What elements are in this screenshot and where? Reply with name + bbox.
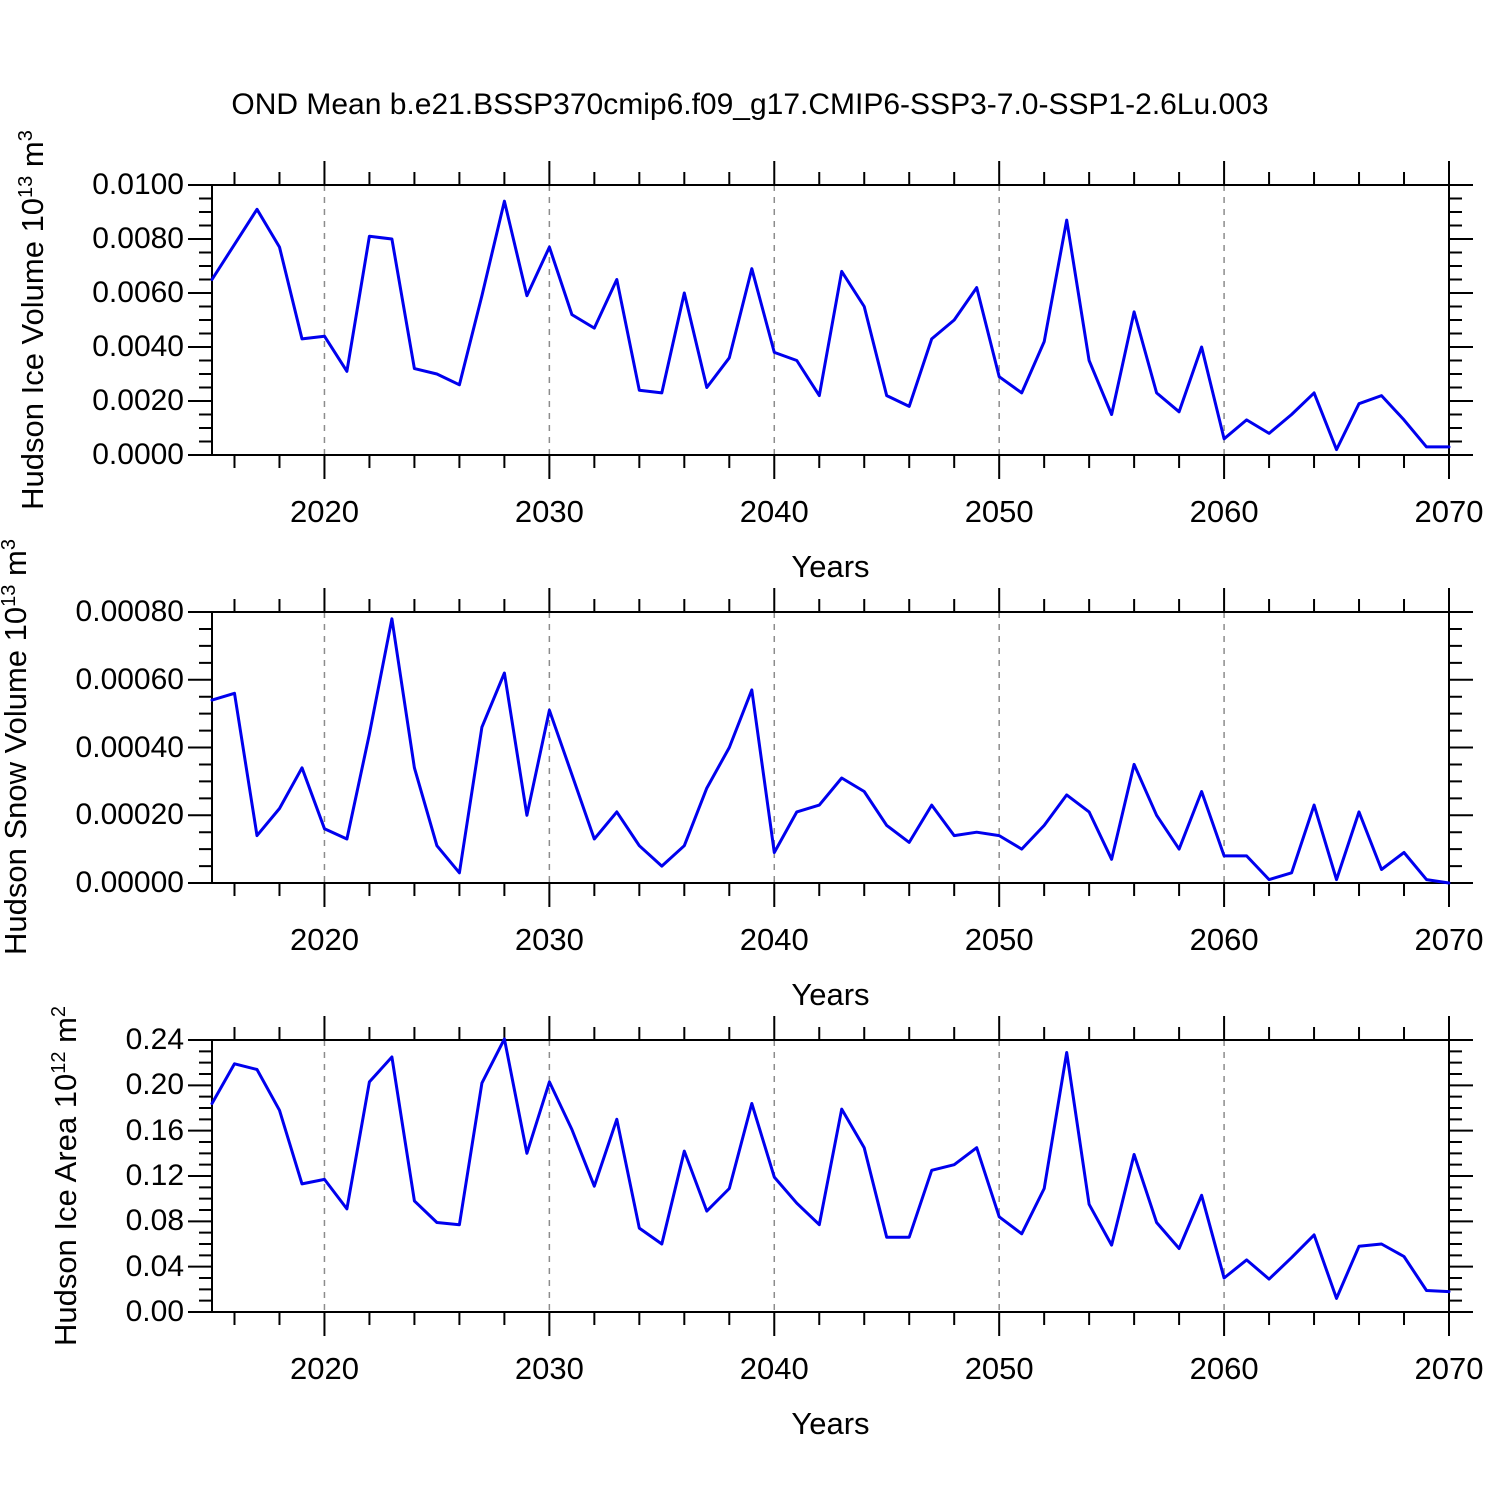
x-tick-label: 2070 <box>1414 494 1484 529</box>
x-tick-label: 2070 <box>1414 1351 1484 1386</box>
y-tick-label: 0.24 <box>125 1023 184 1056</box>
y-tick-label: 0.00060 <box>75 662 184 696</box>
y-tick-label: 0.16 <box>125 1113 184 1147</box>
unit-exponent: 2 <box>47 1005 70 1018</box>
plot-frame <box>211 611 1450 884</box>
figure-title: OND Mean b.e21.BSSP370cmip6.f09_g17.CMIP… <box>231 88 1269 121</box>
x-axis-title-chart3: Years <box>791 1406 870 1441</box>
chart-snow-volume <box>188 588 1473 907</box>
x-tick-label: 2020 <box>289 922 359 957</box>
y-tick-label: 0.0100 <box>92 168 184 201</box>
x-tick-label: 2040 <box>739 922 809 957</box>
y-tick-label: 0.0000 <box>92 438 184 471</box>
y-tick-label: 0.00040 <box>75 730 184 764</box>
y-tick-label: 0.00080 <box>75 595 184 628</box>
axis-ticks <box>188 588 1473 907</box>
x-axis-title-chart2: Years <box>791 977 870 1012</box>
axis-ticks <box>188 161 1473 479</box>
y-tick-label: 0.00 <box>125 1295 184 1328</box>
y-tick-label: 0.0020 <box>92 384 184 417</box>
x-tick-label: 2040 <box>739 1351 809 1386</box>
y-axis-title-text: Hudson Snow Volume 10 <box>0 606 34 955</box>
x-tick-label: 2060 <box>1189 1351 1259 1386</box>
x-tick-label: 2020 <box>289 1351 359 1386</box>
snow-volume-line <box>210 617 1451 885</box>
y-tick-label: 0.12 <box>125 1159 184 1192</box>
x-tick-label: 2030 <box>514 494 584 529</box>
y-tick-label: 0.00020 <box>75 798 184 832</box>
x-tick-label: 2060 <box>1189 494 1259 529</box>
plot-frame <box>211 184 1450 456</box>
unit-exponent: 3 <box>0 539 20 551</box>
y-tick-label: 0.00000 <box>75 866 184 899</box>
y-tick-label: 0.0080 <box>92 222 184 255</box>
ice-area-line <box>210 1037 1451 1300</box>
x-tick-label: 2030 <box>514 1351 584 1386</box>
x-tick-label: 2070 <box>1414 922 1484 957</box>
plot-frame <box>211 1039 1450 1313</box>
ice-volume-line <box>210 199 1451 452</box>
y-tick-label: 0.04 <box>125 1249 184 1283</box>
y-tick-label: 0.08 <box>125 1204 184 1238</box>
unit-exponent: 3 <box>14 130 37 142</box>
chart-ice-area <box>188 1016 1473 1336</box>
x-tick-label: 2050 <box>964 494 1034 529</box>
y-tick-label: 0.20 <box>125 1068 184 1102</box>
x-tick-label: 2050 <box>964 1351 1034 1386</box>
axis-ticks <box>188 1016 1473 1336</box>
x-tick-label: 2020 <box>289 494 359 529</box>
x-tick-label: 2030 <box>514 922 584 957</box>
chart-ice-volume <box>188 161 1473 479</box>
x-tick-label: 2040 <box>739 494 809 529</box>
x-tick-label: 2050 <box>964 922 1034 957</box>
x-tick-label: 2060 <box>1189 922 1259 957</box>
y-tick-label: 0.0040 <box>92 330 184 363</box>
x-axis-title-chart1: Years <box>791 549 870 584</box>
y-tick-label: 0.0060 <box>92 276 184 309</box>
unit: m <box>0 550 34 585</box>
